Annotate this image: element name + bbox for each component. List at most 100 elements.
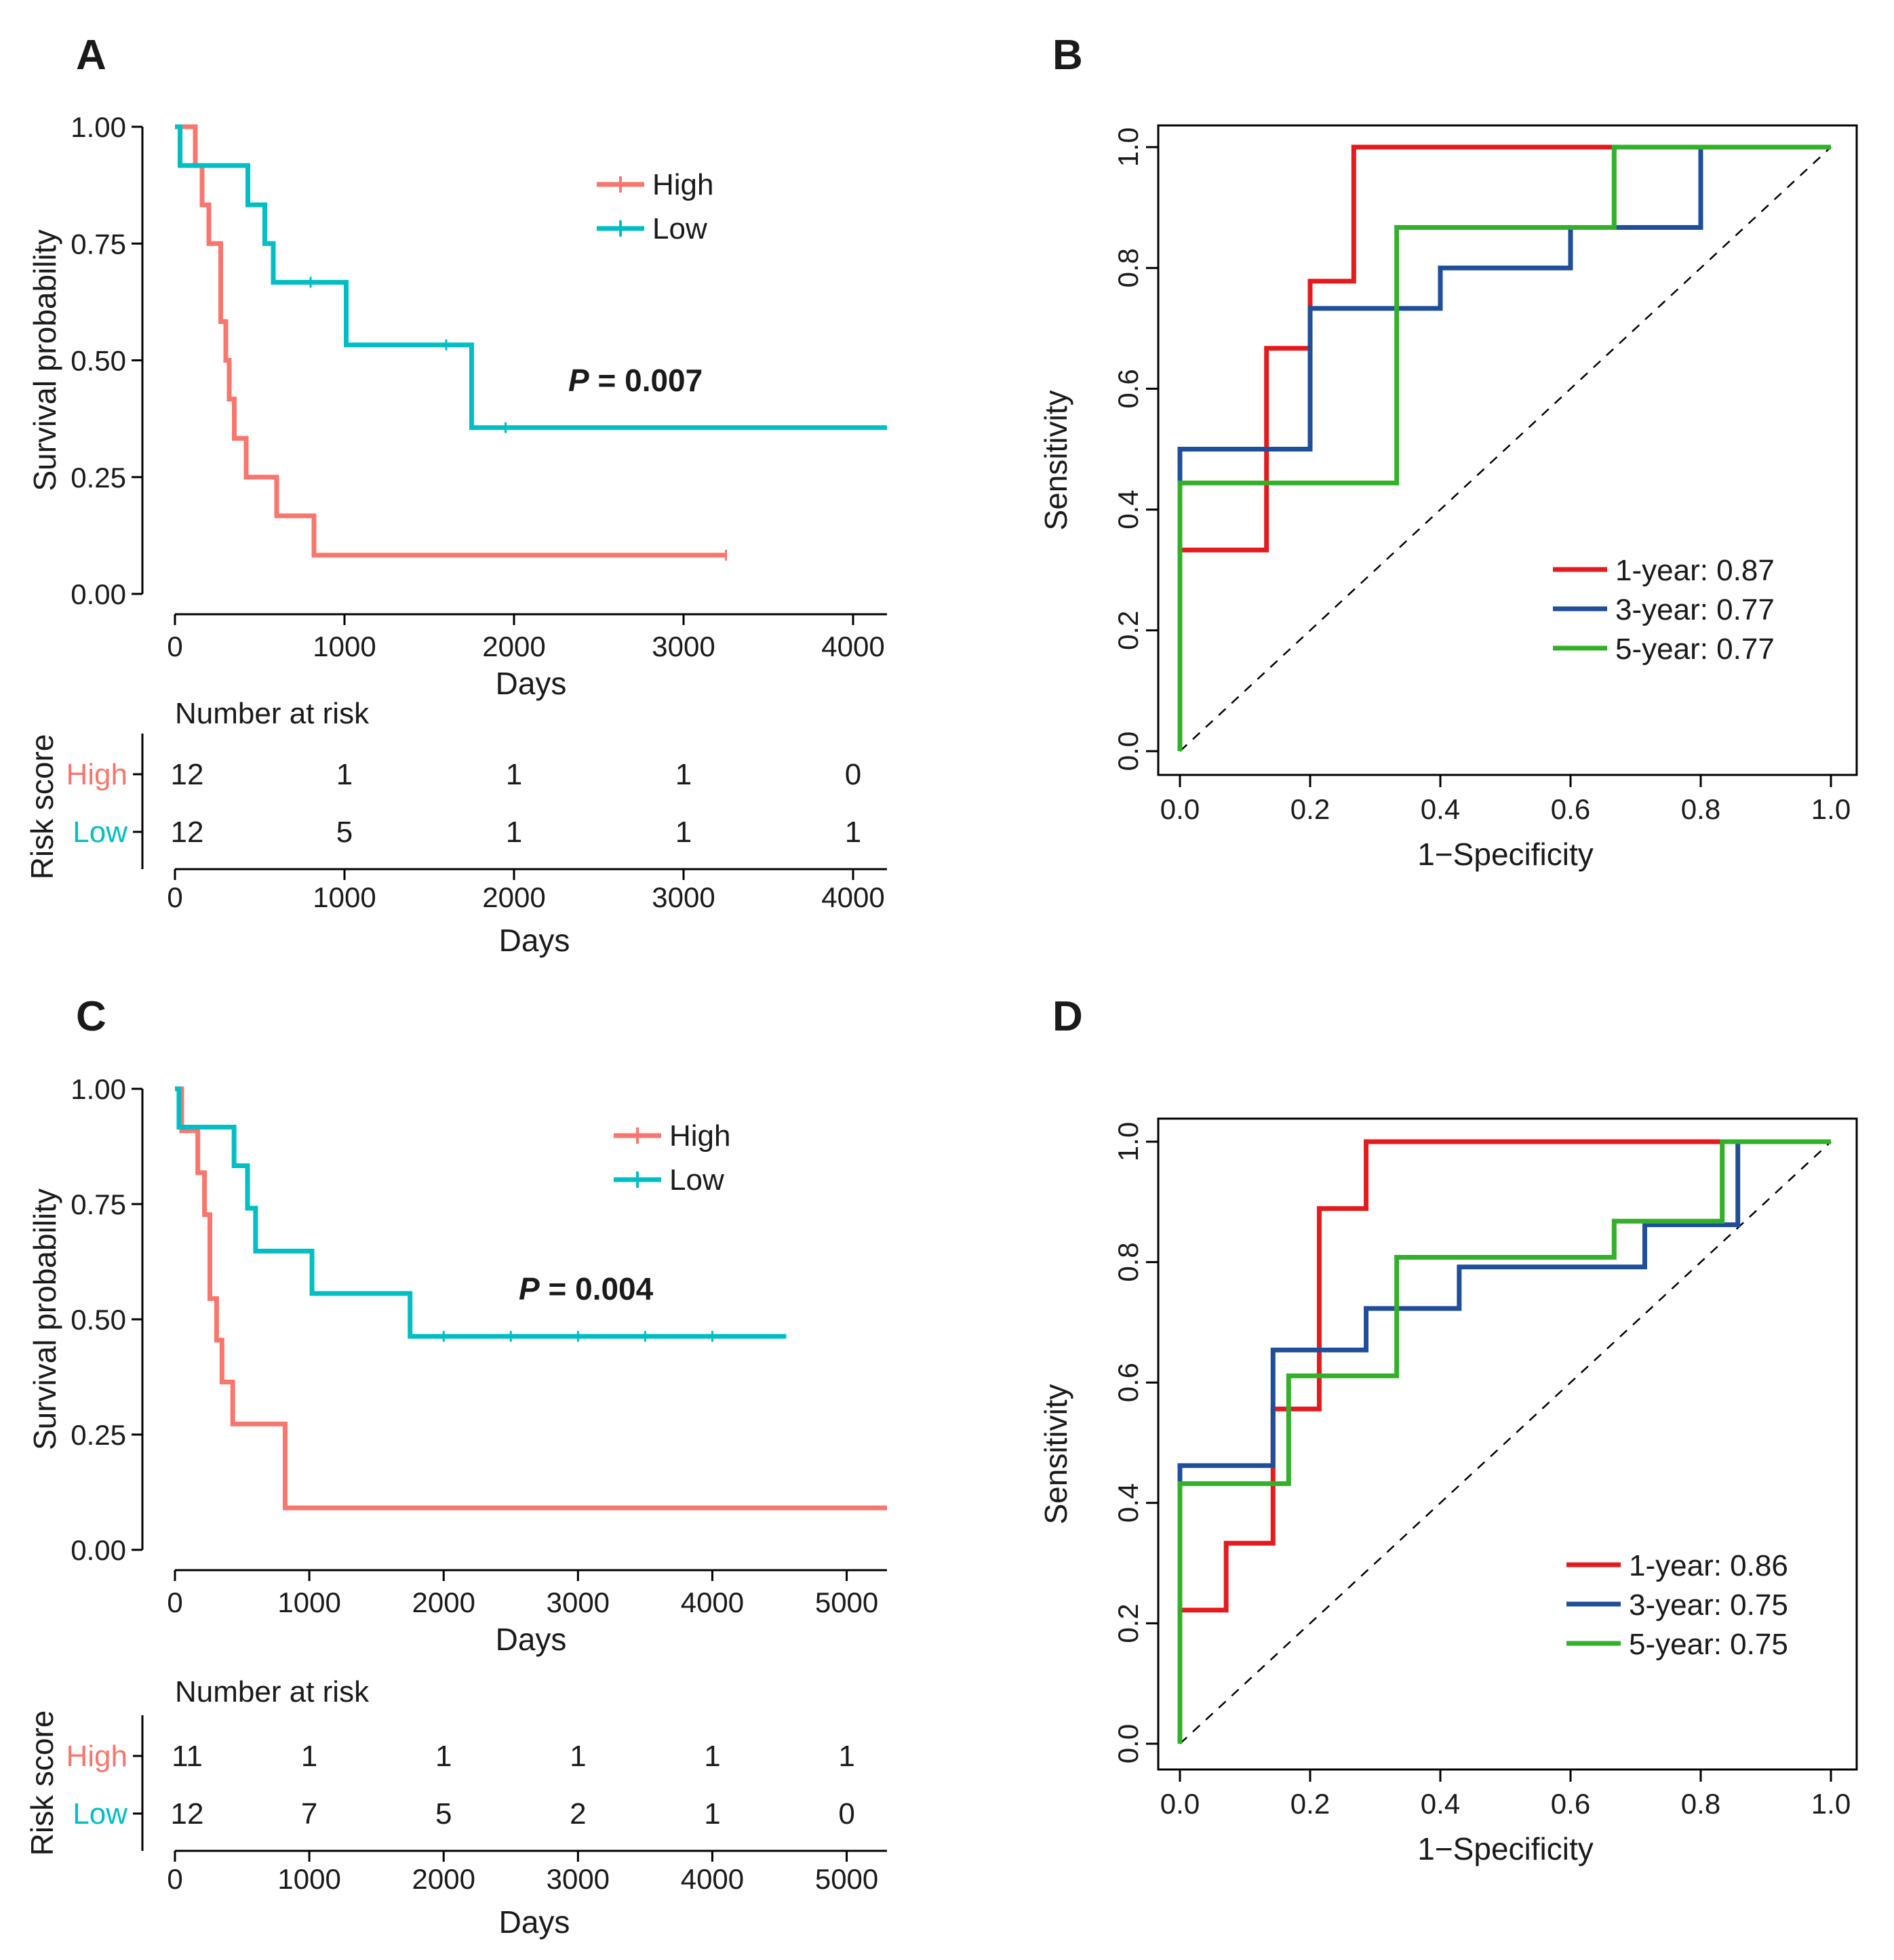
- risk-count-low-C: 7: [301, 1797, 317, 1831]
- risk-count-high-C: 1: [301, 1740, 317, 1773]
- roc-curve-5-year-D: [1177, 1139, 1831, 1744]
- y-tick-label-C: 0.75: [71, 1188, 126, 1220]
- x-tick-label-A: 2000: [482, 631, 545, 662]
- x-tick-label-B: 0.2: [1290, 793, 1330, 825]
- x-axis-label-B: 1−Specificity: [1417, 837, 1594, 872]
- p-value-A: P = 0.007: [568, 363, 703, 398]
- legend-label-low-C: Low: [669, 1163, 724, 1197]
- x-tick-label-C: 1000: [277, 1586, 340, 1618]
- risk-x-tick-label-A: 1000: [313, 881, 376, 913]
- y-axis-label-B: Sensitivity: [1038, 390, 1073, 530]
- y-tick-label-A: 0.25: [71, 462, 126, 494]
- p-value-text-A: = 0.007: [589, 363, 703, 398]
- roc-curve-3-year-D: [1177, 1139, 1831, 1744]
- y-tick-label-B: 0.6: [1112, 369, 1144, 408]
- risk-count-high-A: 1: [336, 758, 353, 791]
- legend-label-high-A: High: [652, 168, 714, 201]
- km-curve-high-C: [175, 1086, 887, 1511]
- risk-x-tick-label-A: 4000: [821, 881, 884, 913]
- risk-x-tick-label-C: 5000: [815, 1863, 878, 1895]
- risk-count-low-C: 1: [704, 1797, 720, 1831]
- legend-label-0-B: 1-year: 0.87: [1615, 554, 1775, 587]
- risk-y-axis-label-C: Risk score: [24, 1711, 60, 1856]
- risk-count-low-C: 12: [171, 1797, 204, 1831]
- legend-label-low-A: Low: [652, 212, 707, 245]
- risk-count-high-C: 1: [435, 1740, 452, 1773]
- x-axis-label-A: Days: [496, 666, 567, 701]
- p-value-C: P = 0.004: [519, 1271, 654, 1306]
- y-tick-label-C: 0.50: [71, 1304, 126, 1336]
- risk-row-label-low-A: Low: [73, 816, 127, 849]
- x-tick-label-C: 0: [167, 1586, 182, 1618]
- risk-count-high-C: 1: [838, 1740, 854, 1773]
- legend-label-high-C: High: [669, 1119, 731, 1153]
- legend-label-1-D: 3-year: 0.75: [1629, 1588, 1788, 1622]
- risk-count-high-A: 1: [506, 758, 522, 791]
- risk-x-tick-label-C: 1000: [277, 1863, 340, 1895]
- risk-x-tick-label-A: 2000: [482, 881, 545, 913]
- p-value-prefix-C: P: [519, 1271, 540, 1306]
- x-tick-label-A: 1000: [313, 631, 376, 662]
- y-tick-label-C: 0.25: [71, 1419, 126, 1451]
- reference-diagonal-D: [1179, 1141, 1832, 1744]
- y-tick-label-B: 0.0: [1112, 732, 1144, 771]
- y-axis-label-A: Survival probability: [27, 229, 62, 491]
- x-axis-label-C: Days: [496, 1622, 567, 1657]
- risk-y-axis-label-A: Risk score: [24, 734, 60, 880]
- risk-count-high-C: 1: [704, 1740, 720, 1773]
- risk-count-high-A: 12: [171, 758, 204, 791]
- x-tick-label-B: 0.4: [1421, 793, 1460, 825]
- x-tick-label-A: 4000: [821, 631, 884, 662]
- risk-count-low-C: 0: [838, 1797, 854, 1831]
- y-tick-label-B: 0.2: [1112, 611, 1144, 650]
- risk-x-tick-label-C: 3000: [547, 1863, 610, 1895]
- risk-x-axis-label-C: Days: [499, 1904, 570, 1940]
- x-axis-label-D: 1−Specificity: [1417, 1831, 1594, 1866]
- x-tick-label-D: 1.0: [1811, 1788, 1851, 1820]
- risk-count-low-A: 1: [845, 816, 861, 849]
- y-axis-label-D: Sensitivity: [1038, 1384, 1073, 1524]
- roc-curve-3-year-B: [1177, 144, 1831, 751]
- risk-x-tick-label-C: 0: [167, 1863, 182, 1895]
- risk-row-label-high-A: High: [66, 758, 128, 791]
- risk-count-high-C: 11: [172, 1740, 203, 1773]
- panel-label-a: A: [76, 32, 106, 79]
- risk-count-low-C: 2: [570, 1797, 586, 1831]
- km-curve-high-A: [175, 124, 726, 558]
- km-curve-low-C: [175, 1086, 787, 1339]
- risk-x-tick-label-C: 4000: [681, 1863, 744, 1895]
- y-tick-label-A: 0.75: [71, 228, 126, 260]
- y-tick-label-D: 0.6: [1112, 1363, 1144, 1402]
- y-tick-label-A: 0.50: [71, 345, 126, 377]
- y-tick-label-B: 0.4: [1112, 489, 1144, 529]
- risk-count-low-C: 5: [435, 1797, 452, 1831]
- x-tick-label-D: 0.4: [1421, 1788, 1460, 1820]
- y-tick-label-D: 0.4: [1112, 1483, 1144, 1523]
- x-tick-label-B: 1.0: [1811, 793, 1851, 825]
- risk-count-low-A: 1: [675, 816, 692, 849]
- p-value-prefix-A: P: [568, 363, 589, 398]
- x-tick-label-C: 5000: [815, 1586, 878, 1618]
- risk-x-axis-label-A: Days: [499, 923, 570, 958]
- x-tick-label-D: 0.2: [1290, 1788, 1330, 1820]
- legend-label-1-B: 3-year: 0.77: [1615, 593, 1775, 626]
- risk-count-high-A: 1: [675, 758, 692, 791]
- y-tick-label-D: 1.0: [1112, 1122, 1144, 1161]
- x-tick-label-D: 0.8: [1681, 1788, 1720, 1820]
- x-tick-label-A: 0: [167, 631, 182, 662]
- y-tick-label-A: 1.00: [71, 111, 126, 143]
- panel-label-c: C: [76, 993, 106, 1040]
- risk-count-low-A: 1: [506, 816, 522, 849]
- y-tick-label-B: 1.0: [1112, 127, 1144, 167]
- risk-count-low-A: 5: [336, 816, 353, 849]
- p-value-text-C: = 0.004: [540, 1271, 654, 1306]
- risk-count-low-A: 12: [171, 816, 204, 849]
- x-tick-label-C: 3000: [547, 1586, 610, 1618]
- risk-table-title-A: Number at risk: [175, 697, 370, 730]
- risk-x-tick-label-C: 2000: [412, 1863, 475, 1895]
- y-tick-label-D: 0.0: [1112, 1724, 1144, 1763]
- reference-diagonal-B: [1179, 146, 1832, 752]
- legend-label-0-D: 1-year: 0.86: [1629, 1549, 1788, 1582]
- legend-label-2-B: 5-year: 0.77: [1615, 633, 1775, 666]
